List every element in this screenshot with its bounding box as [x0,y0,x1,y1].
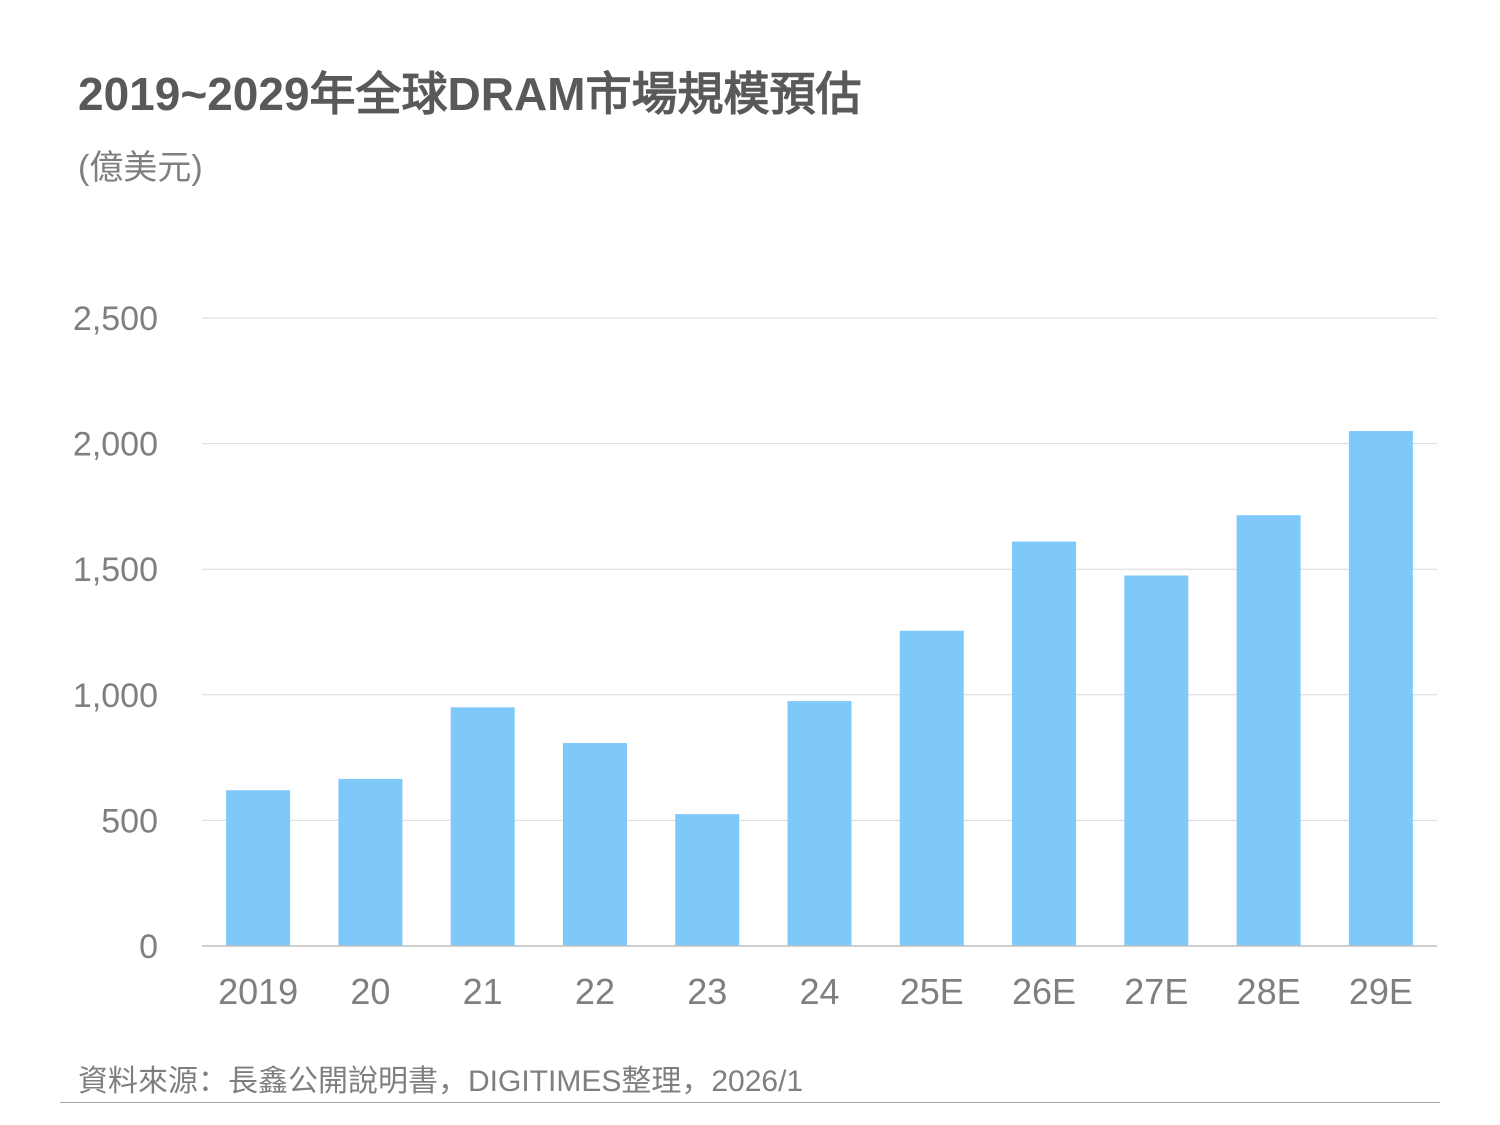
y-tick-label: 2,500 [73,300,158,338]
source-note: 資料來源：長鑫公開說明書，DIGITIMES整理，2026/1 [78,1065,804,1098]
bar-22 [562,743,627,946]
x-tick-label: 20 [350,971,390,1012]
chart-title: 2019~2029年全球DRAM市場規模預估 [78,68,862,120]
y-tick-label: 1,000 [73,677,158,715]
bottom-divider [60,1102,1440,1103]
x-tick-label: 27E [1124,971,1188,1012]
bar-20 [338,778,403,946]
x-tick-label: 2019 [218,971,298,1012]
y-tick-label: 2,000 [73,426,158,464]
x-tick-label: 25E [900,971,964,1012]
x-tick-label: 22 [575,971,615,1012]
y-tick-label: 1,500 [73,551,158,589]
x-tick-label: 21 [463,971,503,1012]
x-tick-label: 28E [1237,971,1301,1012]
y-tick-label: 0 [139,928,158,966]
bar-21 [450,707,515,946]
x-tick-label: 24 [799,971,839,1012]
bar-25E [899,630,964,946]
bar-26E [1012,541,1077,946]
bar-27E [1124,575,1189,946]
bar-29E [1348,431,1413,946]
bar-23 [675,814,740,946]
bar-24 [787,701,852,946]
bar-28E [1236,515,1301,946]
y-tick-label: 500 [101,802,158,840]
x-tick-label: 29E [1349,971,1413,1012]
unit-label: (億美元) [78,149,203,187]
bar-2019 [226,790,291,946]
x-tick-label: 26E [1012,971,1076,1012]
x-tick-label: 23 [687,971,727,1012]
